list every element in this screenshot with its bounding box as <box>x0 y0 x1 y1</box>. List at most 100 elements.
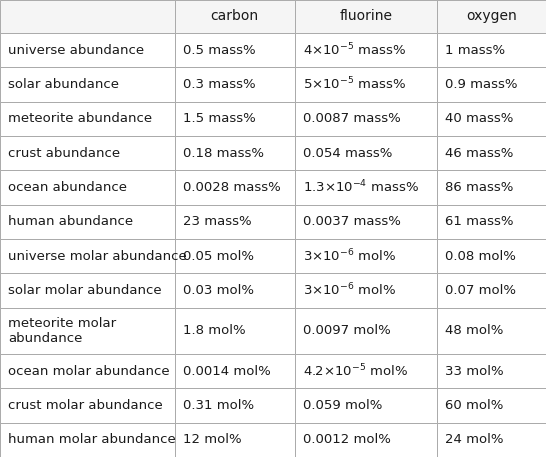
Bar <box>175 423 295 457</box>
Bar <box>295 239 437 273</box>
Bar <box>0 388 175 423</box>
Text: 1.8 mol%: 1.8 mol% <box>183 324 246 337</box>
Text: 0.07 mol%: 0.07 mol% <box>445 284 516 297</box>
Text: 1.3×10$^{-4}$ mass%: 1.3×10$^{-4}$ mass% <box>303 179 419 196</box>
Text: 0.31 mol%: 0.31 mol% <box>183 399 254 412</box>
Bar <box>295 354 437 388</box>
Bar <box>295 0 437 33</box>
Text: 0.0037 mass%: 0.0037 mass% <box>303 215 401 228</box>
Text: 0.9 mass%: 0.9 mass% <box>445 78 518 91</box>
Bar <box>175 136 295 170</box>
Text: 4×10$^{-5}$ mass%: 4×10$^{-5}$ mass% <box>303 42 406 58</box>
Text: fluorine: fluorine <box>339 10 393 23</box>
Text: 0.08 mol%: 0.08 mol% <box>445 250 516 263</box>
Text: 3×10$^{-6}$ mol%: 3×10$^{-6}$ mol% <box>303 282 396 299</box>
Bar <box>295 423 437 457</box>
Bar <box>0 0 175 33</box>
Bar <box>437 170 546 205</box>
Bar <box>295 388 437 423</box>
Text: 12 mol%: 12 mol% <box>183 433 241 446</box>
Text: 0.0028 mass%: 0.0028 mass% <box>183 181 281 194</box>
Text: solar abundance: solar abundance <box>8 78 119 91</box>
Text: 33 mol%: 33 mol% <box>445 365 503 377</box>
Bar <box>175 33 295 67</box>
Text: 0.0087 mass%: 0.0087 mass% <box>303 112 401 125</box>
Text: 0.05 mol%: 0.05 mol% <box>183 250 254 263</box>
Text: human molar abundance: human molar abundance <box>8 433 176 446</box>
Text: 23 mass%: 23 mass% <box>183 215 252 228</box>
Text: 24 mol%: 24 mol% <box>445 433 503 446</box>
Bar <box>295 205 437 239</box>
Bar <box>295 308 437 354</box>
Text: crust abundance: crust abundance <box>8 147 120 159</box>
Bar <box>437 239 546 273</box>
Bar <box>0 423 175 457</box>
Bar <box>0 239 175 273</box>
Text: ocean molar abundance: ocean molar abundance <box>8 365 170 377</box>
Bar <box>0 67 175 101</box>
Bar <box>437 273 546 308</box>
Bar <box>175 101 295 136</box>
Bar <box>295 67 437 101</box>
Text: meteorite molar
abundance: meteorite molar abundance <box>8 317 116 345</box>
Bar <box>0 101 175 136</box>
Text: ocean abundance: ocean abundance <box>8 181 127 194</box>
Bar <box>437 0 546 33</box>
Text: 40 mass%: 40 mass% <box>445 112 513 125</box>
Text: 4.2×10$^{-5}$ mol%: 4.2×10$^{-5}$ mol% <box>303 363 408 379</box>
Text: 48 mol%: 48 mol% <box>445 324 503 337</box>
Bar <box>175 0 295 33</box>
Text: human abundance: human abundance <box>8 215 133 228</box>
Bar <box>437 101 546 136</box>
Text: 1.5 mass%: 1.5 mass% <box>183 112 256 125</box>
Bar <box>295 170 437 205</box>
Text: 0.18 mass%: 0.18 mass% <box>183 147 264 159</box>
Bar <box>175 273 295 308</box>
Text: universe molar abundance: universe molar abundance <box>8 250 187 263</box>
Text: 1 mass%: 1 mass% <box>445 43 505 57</box>
Text: meteorite abundance: meteorite abundance <box>8 112 152 125</box>
Bar <box>0 354 175 388</box>
Bar <box>0 205 175 239</box>
Text: 3×10$^{-6}$ mol%: 3×10$^{-6}$ mol% <box>303 248 396 265</box>
Text: 0.03 mol%: 0.03 mol% <box>183 284 254 297</box>
Bar <box>437 308 546 354</box>
Bar <box>295 136 437 170</box>
Text: 0.0097 mol%: 0.0097 mol% <box>303 324 391 337</box>
Bar <box>437 136 546 170</box>
Bar <box>175 239 295 273</box>
Text: 0.3 mass%: 0.3 mass% <box>183 78 256 91</box>
Text: 0.059 mol%: 0.059 mol% <box>303 399 382 412</box>
Text: 0.0014 mol%: 0.0014 mol% <box>183 365 271 377</box>
Bar <box>295 273 437 308</box>
Text: universe abundance: universe abundance <box>8 43 144 57</box>
Text: 0.5 mass%: 0.5 mass% <box>183 43 256 57</box>
Text: 0.0012 mol%: 0.0012 mol% <box>303 433 391 446</box>
Bar <box>437 67 546 101</box>
Bar <box>0 170 175 205</box>
Bar <box>295 33 437 67</box>
Bar <box>295 101 437 136</box>
Bar <box>175 308 295 354</box>
Text: 46 mass%: 46 mass% <box>445 147 513 159</box>
Text: 5×10$^{-5}$ mass%: 5×10$^{-5}$ mass% <box>303 76 406 93</box>
Bar <box>437 354 546 388</box>
Text: solar molar abundance: solar molar abundance <box>8 284 162 297</box>
Bar <box>0 273 175 308</box>
Bar <box>437 33 546 67</box>
Bar <box>0 33 175 67</box>
Bar <box>437 388 546 423</box>
Bar <box>437 423 546 457</box>
Text: 0.054 mass%: 0.054 mass% <box>303 147 393 159</box>
Bar <box>175 170 295 205</box>
Bar <box>175 354 295 388</box>
Bar <box>0 308 175 354</box>
Bar <box>175 388 295 423</box>
Text: crust molar abundance: crust molar abundance <box>8 399 163 412</box>
Bar <box>0 136 175 170</box>
Text: 61 mass%: 61 mass% <box>445 215 513 228</box>
Text: 60 mol%: 60 mol% <box>445 399 503 412</box>
Bar <box>175 67 295 101</box>
Bar <box>175 205 295 239</box>
Text: 86 mass%: 86 mass% <box>445 181 513 194</box>
